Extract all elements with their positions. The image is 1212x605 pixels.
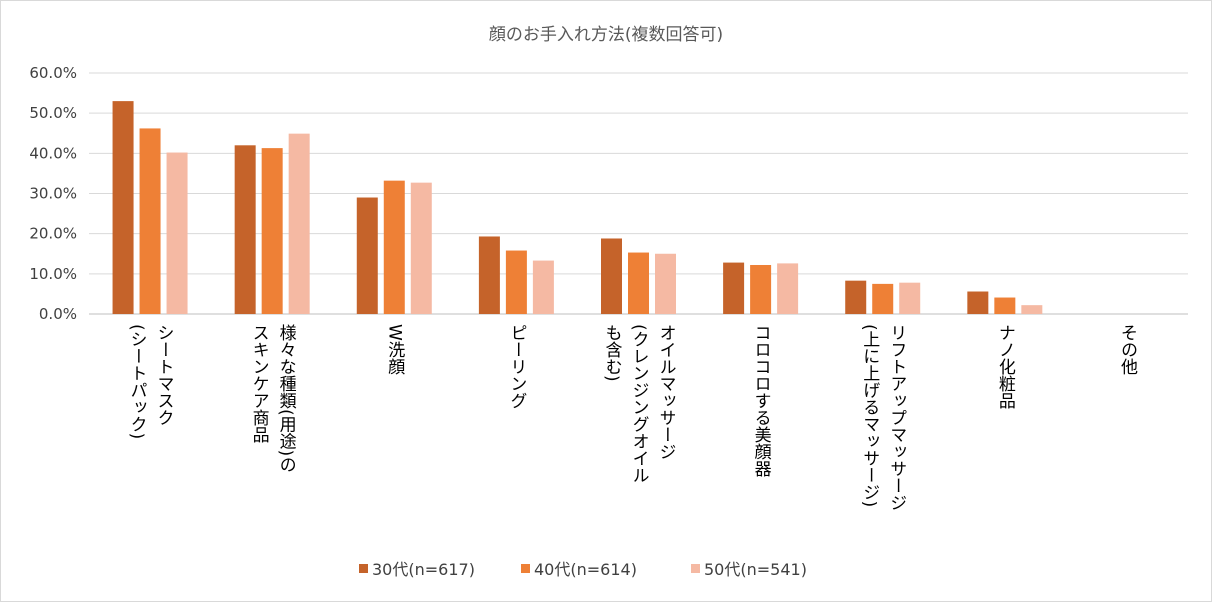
category-label-line: スキンケア商品	[249, 324, 269, 443]
bar	[967, 291, 989, 314]
bar	[655, 253, 676, 314]
bar	[166, 152, 188, 314]
category-label-line: も含む)	[602, 324, 623, 382]
category-label: ピーリング	[506, 324, 526, 409]
y-tick-label: 10.0%	[29, 265, 77, 283]
legend-swatch	[359, 564, 368, 573]
bar	[112, 101, 134, 314]
y-tick-label: 60.0%	[29, 64, 77, 82]
bar	[532, 260, 554, 314]
bar	[601, 238, 622, 314]
bar	[899, 282, 921, 314]
category-label-line: オイルマッサージ	[656, 324, 676, 460]
bar	[723, 262, 745, 314]
bar	[139, 128, 161, 314]
bar	[234, 145, 256, 314]
legend-label: 30代(n=617)	[372, 560, 475, 579]
category-label-line: その他	[1117, 324, 1138, 375]
legend-item: 30代(n=617)	[359, 560, 475, 579]
category-label-line: (クレンジングオイル	[629, 324, 649, 484]
category-label-line: ナノ化粧品	[995, 324, 1016, 409]
chart-title: 顔のお手入れ方法(複数回答可)	[489, 25, 723, 45]
bar	[478, 236, 500, 314]
legend-label: 50代(n=541)	[704, 560, 807, 579]
bar	[994, 297, 1016, 314]
legend-item: 40代(n=614)	[521, 560, 637, 579]
y-tick-label: 50.0%	[29, 104, 77, 122]
category-label: コロコロする美顔器	[751, 324, 772, 477]
bar	[1021, 305, 1043, 314]
category-label: ナノ化粧品	[995, 324, 1016, 409]
category-label: その他	[1117, 324, 1138, 375]
category-label-line: (シートパック)	[127, 324, 147, 439]
y-axis: 0.0% 10.0% 20.0% 30.0% 40.0% 50.0% 60.0%	[29, 64, 77, 323]
legend-label: 40代(n=614)	[534, 560, 637, 579]
legend-item: 50代(n=541)	[691, 560, 807, 579]
y-tick-label: 40.0%	[29, 144, 77, 162]
bar	[261, 148, 283, 314]
bar	[872, 283, 894, 314]
y-tick-label: 0.0%	[39, 305, 77, 323]
bar	[750, 264, 772, 314]
category-label-line: リフトアップマッサージ	[886, 324, 906, 511]
legend-swatch	[521, 564, 530, 573]
legend: 30代(n=617) 40代(n=614) 50代(n=541)	[359, 560, 807, 579]
bar	[628, 252, 649, 314]
category-label-line: シートマスク	[154, 324, 174, 426]
category-label-line: ピーリング	[506, 324, 526, 409]
bar	[383, 180, 405, 314]
bars	[112, 101, 1043, 314]
bar	[288, 133, 310, 314]
category-label-line: W洗顔	[384, 324, 405, 375]
bar	[356, 197, 378, 314]
category-label: リフトアップマッサージ (上に上げるマッサージ)	[859, 324, 906, 511]
bar	[505, 250, 527, 314]
bar	[845, 280, 867, 314]
y-tick-label: 30.0%	[29, 185, 77, 203]
category-label: シートマスク (シートパック)	[127, 324, 174, 439]
legend-swatch	[691, 564, 700, 573]
bar	[410, 182, 432, 314]
category-label-line: 様々な種類(用途)の	[276, 324, 297, 473]
category-label: W洗顔	[384, 324, 405, 375]
category-label-line: コロコロする美顔器	[751, 324, 772, 477]
y-tick-label: 20.0%	[29, 225, 77, 243]
bar	[777, 263, 799, 314]
category-label-line: (上に上げるマッサージ)	[859, 324, 880, 507]
